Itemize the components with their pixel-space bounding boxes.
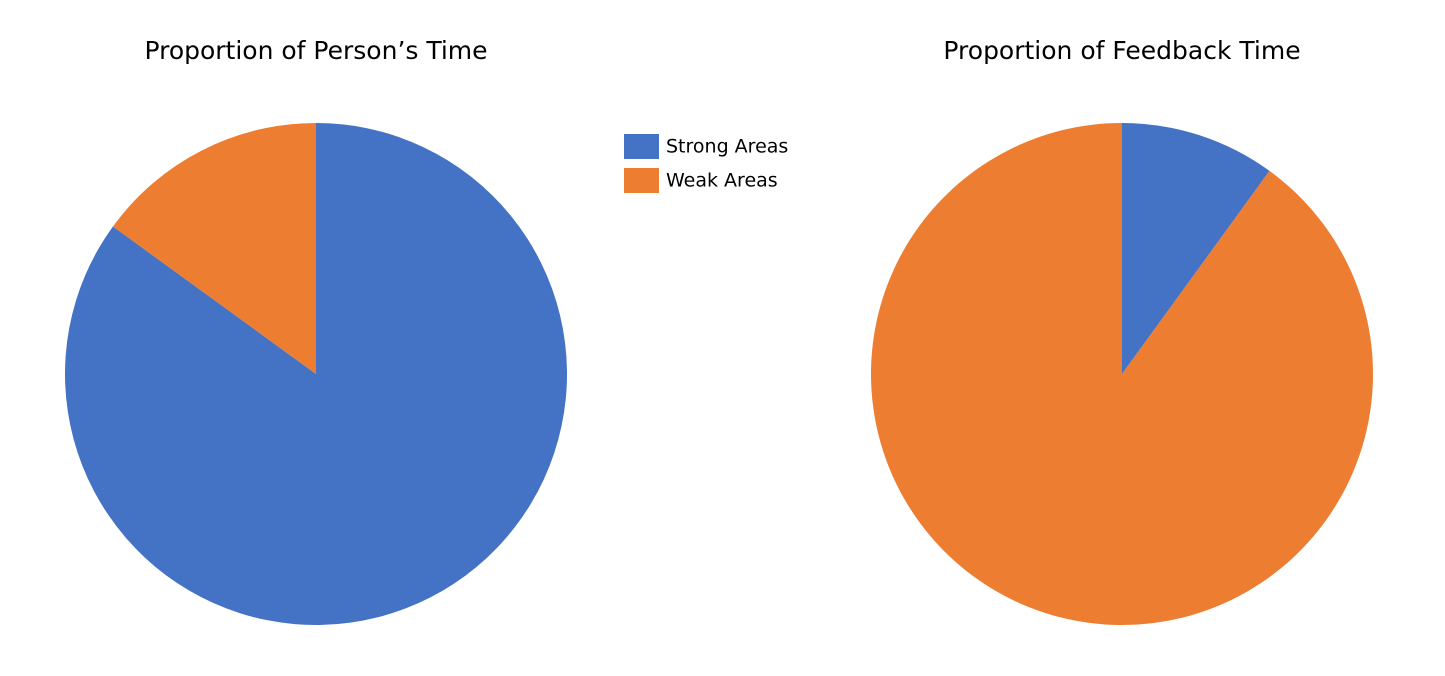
legend-label: Weak Areas [666,170,778,192]
pie-slice [871,123,1374,625]
chart-title: Proportion of Person’s Time [144,36,487,65]
pie-slice [65,123,568,625]
chart-title: Proportion of Feedback Time [943,36,1300,65]
pie-slice [1122,123,1270,374]
legend-swatch [624,134,659,159]
legend-swatch [624,168,659,193]
pie-slice [112,123,316,374]
legend-label: Strong Areas [666,136,788,158]
